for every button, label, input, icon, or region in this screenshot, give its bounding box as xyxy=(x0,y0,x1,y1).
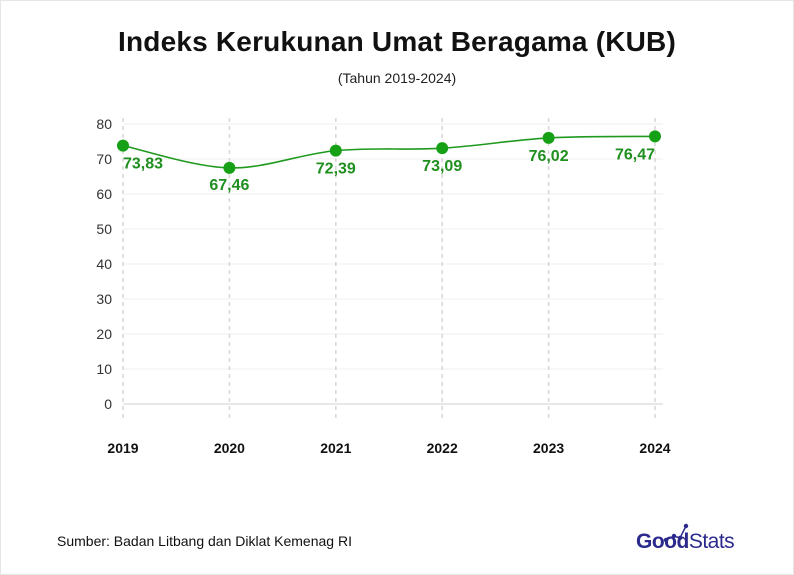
source-note: Sumber: Badan Litbang dan Diklat Kemenag… xyxy=(57,533,352,549)
y-tick-label: 20 xyxy=(96,326,112,342)
chart-title: Indeks Kerukunan Umat Beragama (KUB) xyxy=(118,26,676,57)
data-label: 67,46 xyxy=(209,177,249,194)
data-point xyxy=(329,144,342,157)
x-tick-label: 2023 xyxy=(533,440,564,456)
data-label: 73,09 xyxy=(422,158,462,175)
axis-layer: 0 10 20 30 40 50 60 70 80 2019 2020 2021 2022 2023 202… xyxy=(96,116,670,456)
data-label: 73,83 xyxy=(123,156,163,173)
series-line xyxy=(122,135,656,169)
x-tick-label: 2019 xyxy=(107,440,138,456)
data-label: 76,02 xyxy=(529,148,569,165)
series-layer xyxy=(117,130,661,174)
y-tick-label: 40 xyxy=(96,256,112,272)
y-tick-label: 0 xyxy=(104,396,112,412)
label-layer: 73,83 67,46 72,39 73,09 76,02 76,47 xyxy=(123,146,655,194)
x-tick-label: 2024 xyxy=(639,440,670,456)
grid-layer xyxy=(122,118,663,418)
y-tick-label: 70 xyxy=(96,151,112,167)
x-tick-label: 2020 xyxy=(214,440,245,456)
y-tick-label: 30 xyxy=(96,291,112,307)
data-point xyxy=(649,130,661,143)
y-tick-label: 50 xyxy=(96,221,112,237)
goodstats-logo: GoodStats xyxy=(636,520,746,556)
data-label: 76,47 xyxy=(615,146,655,163)
chart-subtitle: (Tahun 2019-2024) xyxy=(337,70,457,86)
data-point xyxy=(223,161,236,174)
data-point xyxy=(542,131,555,144)
y-tick-label: 60 xyxy=(96,186,112,202)
x-tick-label: 2022 xyxy=(427,440,458,456)
y-tick-label: 80 xyxy=(96,116,112,132)
data-label: 72,39 xyxy=(316,161,356,178)
y-tick-label: 10 xyxy=(96,361,112,377)
logo-text: GoodStats xyxy=(636,530,735,554)
logo-stats: Stats xyxy=(688,530,735,553)
logo-good: Good xyxy=(636,530,689,553)
data-point xyxy=(436,142,449,155)
logo-chart-icon xyxy=(663,523,689,543)
data-point xyxy=(117,139,129,152)
x-tick-label: 2021 xyxy=(320,440,351,456)
